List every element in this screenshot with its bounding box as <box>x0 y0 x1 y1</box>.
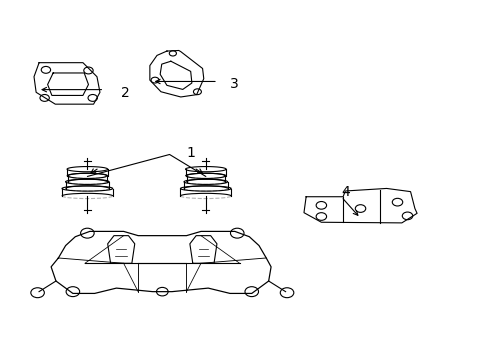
Text: 4: 4 <box>341 185 349 199</box>
Text: 1: 1 <box>186 147 195 161</box>
Text: 2: 2 <box>121 86 130 100</box>
Text: 3: 3 <box>229 77 238 91</box>
